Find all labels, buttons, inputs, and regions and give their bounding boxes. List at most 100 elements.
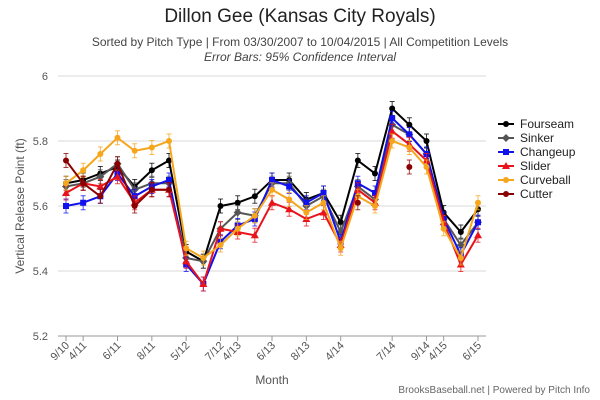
data-point[interactable] [166,138,172,144]
data-point[interactable] [182,257,191,265]
data-point[interactable] [406,144,413,151]
data-point[interactable] [285,205,294,213]
x-tick-label: 4/11 [66,340,89,363]
legend-item-changeup[interactable]: Changeup [498,145,576,159]
data-point[interactable] [63,203,69,209]
data-point[interactable] [234,199,241,206]
legend-item-cutter[interactable]: Cutter [498,187,553,201]
y-tick-label: 6 [42,71,48,83]
legend-label: Curveball [520,173,571,187]
data-point[interactable] [456,241,465,249]
data-point[interactable] [457,255,464,261]
data-point[interactable] [80,180,87,187]
data-point[interactable] [502,134,510,142]
data-point[interactable] [131,203,138,209]
data-point[interactable] [389,138,396,144]
y-axis-title: Vertical Release Point (ft) [13,138,27,273]
data-point[interactable] [503,191,509,197]
data-point[interactable] [268,198,276,206]
data-point[interactable] [234,225,241,232]
data-point[interactable] [233,208,242,217]
chart-subtitle-error-bars: Error Bars: 95% Confidence Interval [203,50,397,64]
x-tick-label: 8/11 [135,340,158,363]
x-tick-label: 4/14 [323,340,347,364]
data-point[interactable] [320,199,327,206]
data-point[interactable] [251,212,258,219]
data-point[interactable] [406,164,413,170]
data-point[interactable] [97,193,104,200]
data-point[interactable] [200,255,207,261]
y-tick-label: 5.2 [33,331,48,343]
data-point[interactable] [148,186,155,193]
data-point[interactable] [114,160,121,167]
data-point[interactable] [269,177,275,183]
data-point[interactable] [131,147,138,154]
x-tick-label: 5/12 [169,340,193,364]
x-axis: 9/104/11 6/11 8/11 5/12 7/124/13 6/13 8/13 4/14… [48,335,486,364]
data-point[interactable] [406,131,413,138]
data-point[interactable] [250,231,259,239]
data-point[interactable] [475,199,481,206]
data-point[interactable] [389,105,396,112]
data-point[interactable] [114,134,121,141]
data-point[interactable] [503,149,509,155]
data-point[interactable] [63,157,69,164]
data-point[interactable] [148,167,155,174]
data-point[interactable] [423,138,430,144]
legend-item-sinker[interactable]: Sinker [498,131,554,145]
data-point[interactable] [337,219,344,226]
data-point[interactable] [474,231,482,239]
data-point[interactable] [269,186,275,193]
x-tick-label: 6/13 [254,340,278,364]
data-point[interactable] [475,219,481,226]
data-point[interactable] [216,224,225,232]
data-point[interactable] [354,199,361,206]
y-tick-label: 5.8 [33,136,48,148]
data-point[interactable] [372,203,378,209]
legend[interactable]: FourseamSinkerChangeupSliderCurveballCut… [498,117,576,201]
data-point[interactable] [389,115,396,122]
y-tick-label: 5.6 [33,201,48,213]
data-point[interactable] [148,144,155,151]
legend-item-curveball[interactable]: Curveball [498,173,571,187]
legend-item-slider[interactable]: Slider [498,159,551,173]
data-point[interactable] [457,229,464,235]
data-point[interactable] [354,157,361,164]
data-point[interactable] [113,172,122,180]
data-point[interactable] [80,167,87,174]
data-point[interactable] [166,177,172,183]
legend-item-fourseam[interactable]: Fourseam [498,117,574,131]
data-point[interactable] [319,208,328,216]
data-point[interactable] [303,199,310,206]
data-point[interactable] [199,280,208,287]
data-point[interactable] [503,177,509,183]
data-point[interactable] [183,245,190,252]
data-point[interactable] [337,245,344,252]
legend-label: Sinker [520,131,554,145]
data-point[interactable] [251,193,258,200]
data-point[interactable] [388,127,397,135]
data-point[interactable] [303,209,310,216]
data-point[interactable] [80,199,87,206]
data-point[interactable] [96,182,105,190]
data-point[interactable] [502,162,510,169]
data-point[interactable] [97,151,104,157]
data-point[interactable] [217,203,224,209]
data-point[interactable] [423,164,430,170]
x-tick-label: 4/15 [426,340,450,364]
data-point[interactable] [503,121,509,127]
data-point[interactable] [372,170,378,177]
data-point[interactable] [63,180,69,187]
data-point[interactable] [96,172,105,181]
data-point[interactable] [166,157,172,164]
y-axis: 5.2 5.4 5.6 5.8 6 [33,71,48,343]
data-point[interactable] [286,183,293,190]
data-point[interactable] [406,121,413,128]
data-point[interactable] [440,225,447,232]
data-point[interactable] [372,190,378,196]
data-point[interactable] [62,189,70,196]
data-point[interactable] [217,242,224,248]
data-point[interactable] [166,186,172,193]
data-point[interactable] [286,196,293,203]
data-point[interactable] [320,190,327,196]
